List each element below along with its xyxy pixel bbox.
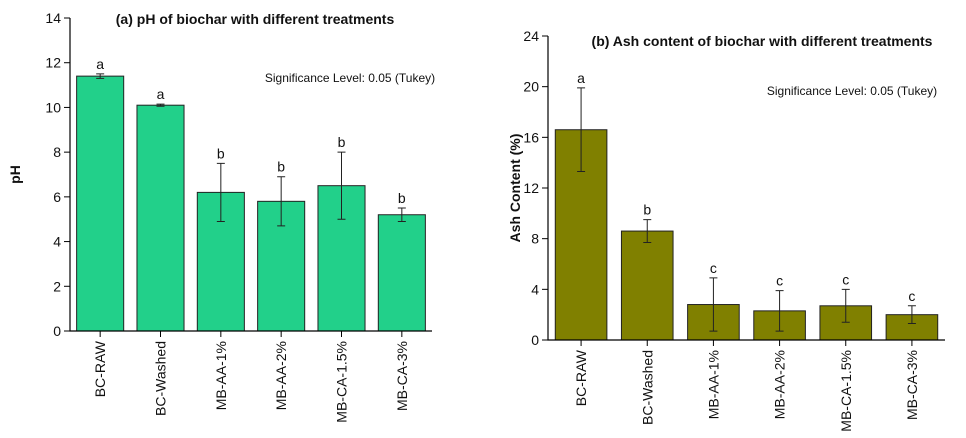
significance-letter: c <box>776 273 783 289</box>
y-tick-label: 4 <box>531 281 539 297</box>
x-tick-label: BC-RAW <box>92 340 108 397</box>
significance-letter: b <box>643 202 651 218</box>
error-bar <box>337 151 346 220</box>
y-tick-label: 8 <box>53 144 61 160</box>
y-tick-label: 6 <box>53 189 61 205</box>
error-bar <box>709 277 718 332</box>
y-tick-label: 24 <box>523 28 539 44</box>
y-tick-label: 12 <box>45 55 61 71</box>
x-tick-label: BC-Washed <box>153 341 169 416</box>
error-bar <box>775 290 784 332</box>
error-bar <box>577 87 586 173</box>
significance-letter: c <box>908 288 915 304</box>
error-bar <box>156 103 165 107</box>
significance-letter: b <box>217 145 225 161</box>
x-tick-label: MB-CA-1.5% <box>838 350 854 432</box>
x-tick-label: MB-CA-3% <box>904 350 920 420</box>
y-tick-label: 2 <box>53 278 61 294</box>
x-tick-label: MB-CA-1.5% <box>334 341 350 423</box>
bar <box>76 75 125 332</box>
error-bar <box>96 73 105 79</box>
error-bar <box>277 176 286 227</box>
y-axis-label: pH <box>7 165 23 184</box>
x-tick-label: MB-AA-1% <box>213 341 229 410</box>
error-bar <box>907 305 916 325</box>
y-tick-label: 12 <box>523 180 539 196</box>
x-tick-label: MB-AA-2% <box>772 350 788 419</box>
significance-letter: b <box>338 134 346 150</box>
significance-letter: a <box>577 70 585 86</box>
x-tick-label: BC-RAW <box>573 349 589 406</box>
error-bar <box>216 162 225 222</box>
bar <box>620 230 674 341</box>
y-tick-label: 14 <box>45 10 61 26</box>
error-bar <box>841 288 850 323</box>
y-tick-label: 0 <box>53 323 61 339</box>
chart-title: (a) pH of biochar with different treatme… <box>116 11 395 27</box>
chart-title: (b) Ash content of biochar with differen… <box>592 33 933 49</box>
y-tick-label: 8 <box>531 231 539 247</box>
significance-letter: c <box>842 271 849 287</box>
significance-letter: b <box>277 159 285 175</box>
significance-letter: c <box>710 260 717 276</box>
y-tick-label: 16 <box>523 129 539 145</box>
significance-letter: a <box>96 56 104 72</box>
y-tick-label: 10 <box>45 99 61 115</box>
x-tick-label: BC-Washed <box>639 350 655 425</box>
error-bar <box>397 207 406 222</box>
bar <box>136 104 185 332</box>
y-tick-label: 20 <box>523 79 539 95</box>
significance-letter: a <box>157 86 165 102</box>
y-axis-label: Ash Content (%) <box>507 134 523 243</box>
annotation: Significance Level: 0.05 (Tukey) <box>767 84 937 98</box>
y-tick-label: 0 <box>531 332 539 348</box>
significance-letter: b <box>398 190 406 206</box>
error-bar <box>643 219 652 243</box>
annotation: Significance Level: 0.05 (Tukey) <box>265 71 435 85</box>
axes <box>69 18 432 332</box>
axes <box>547 36 945 341</box>
x-tick-label: MB-AA-1% <box>705 350 721 419</box>
x-tick-label: MB-AA-2% <box>273 341 289 410</box>
bar <box>377 214 426 332</box>
x-tick-label: MB-CA-3% <box>394 341 410 411</box>
y-tick-label: 4 <box>53 234 61 250</box>
